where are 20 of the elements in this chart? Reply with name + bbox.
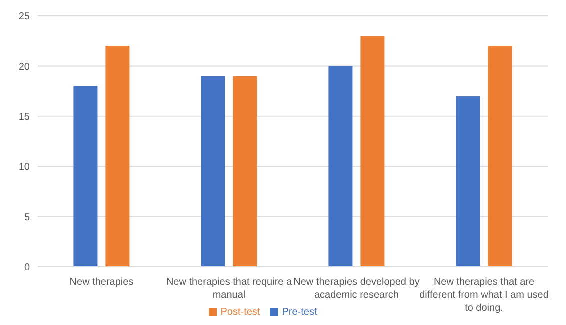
y-tick-label: 10 xyxy=(18,162,30,174)
x-tick-label: New therapies that require a manual xyxy=(166,277,292,301)
x-tick-label: New therapies xyxy=(70,277,134,288)
y-tick-label: 0 xyxy=(24,262,30,274)
x-tick-label: New therapies that are different from what I am used to doing. xyxy=(420,277,549,314)
bar xyxy=(106,46,130,267)
bar xyxy=(74,86,98,267)
x-tick-label: New therapies developed by academic research xyxy=(294,277,420,301)
bar xyxy=(360,36,385,267)
legend-label: Pre-test xyxy=(282,307,318,318)
legend-label: Post-test xyxy=(220,307,260,318)
bar xyxy=(201,76,226,267)
bar xyxy=(456,96,480,267)
y-tick-label: 5 xyxy=(24,212,30,224)
bar xyxy=(233,76,258,267)
y-tick-label: 15 xyxy=(18,112,30,123)
y-tick-label: 20 xyxy=(18,62,30,73)
bar xyxy=(488,46,512,267)
bar xyxy=(328,66,353,267)
y-tick-label: 25 xyxy=(18,12,30,23)
